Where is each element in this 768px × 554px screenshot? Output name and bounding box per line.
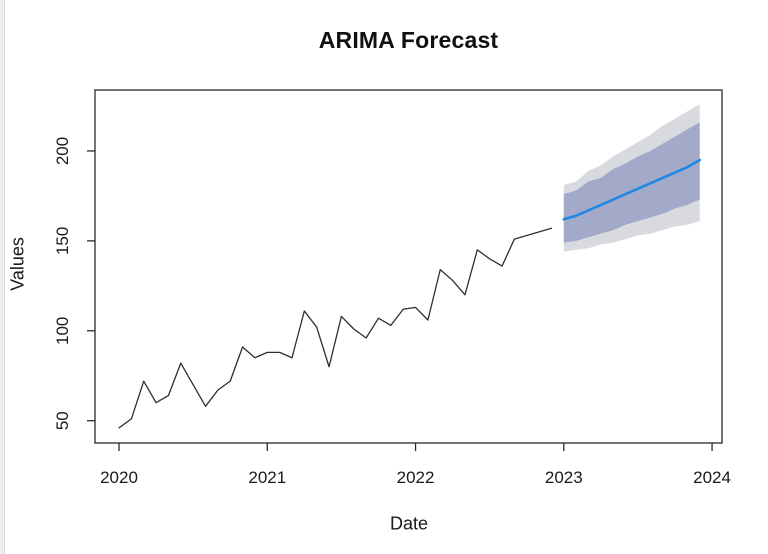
x-tick-label: 2021	[248, 468, 286, 487]
plot-title: ARIMA Forecast	[318, 27, 499, 53]
series-line-forecast-mean	[562, 158, 702, 221]
y-tick-label: 50	[53, 411, 72, 430]
y-tick-label: 200	[53, 137, 72, 165]
y-axis-title: Values	[7, 237, 28, 291]
x-tick-label: 2023	[545, 468, 583, 487]
y-tick-label: 100	[53, 317, 72, 345]
y-tick-label: 150	[53, 227, 72, 255]
x-tick-label: 2020	[100, 468, 138, 487]
x-axis-title: Date	[389, 513, 429, 534]
x-tick-label: 2022	[397, 468, 435, 487]
forecast-band-80-interval	[563, 122, 700, 243]
series-line-observed	[118, 227, 553, 429]
window-edge-strip	[0, 0, 5, 554]
x-tick-label: 2024	[693, 468, 731, 487]
plot-box	[94, 89, 723, 444]
